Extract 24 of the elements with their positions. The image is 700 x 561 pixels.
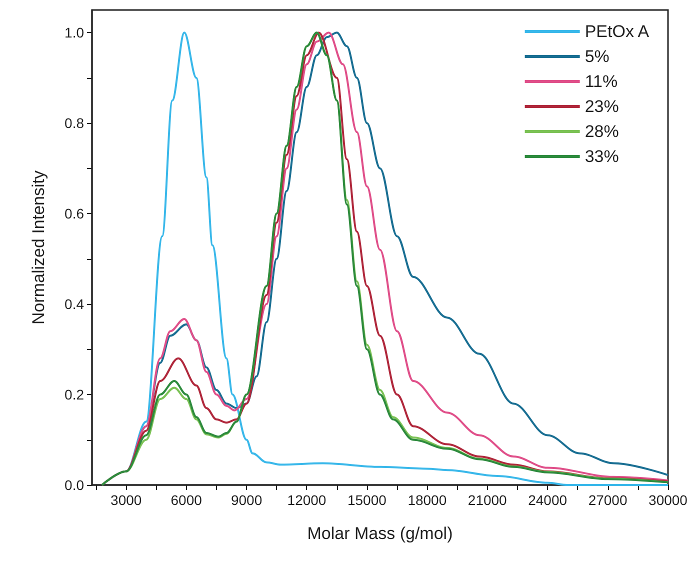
x-tick-label: 18000 <box>408 492 447 508</box>
y-tick-label: 0.4 <box>64 296 84 312</box>
x-tick-label: 9000 <box>230 492 262 508</box>
x-tick-label: 12000 <box>287 492 326 508</box>
x-axis-title: Molar Mass (g/mol) <box>307 524 453 543</box>
x-tick-label: 15000 <box>347 492 387 508</box>
x-tick-label: 27000 <box>588 492 628 508</box>
legend-label: PEtOx A <box>584 22 650 41</box>
x-tick-label: 24000 <box>528 492 568 508</box>
y-tick-label: 0.8 <box>64 115 84 132</box>
y-tick-label: 0.2 <box>64 386 84 403</box>
legend-label: 5% <box>584 47 610 66</box>
legend-label: 33% <box>584 147 619 166</box>
x-tick-label: 30000 <box>648 492 688 508</box>
legend-label: 23% <box>584 97 619 116</box>
y-axis-title: Normalized Intensity <box>29 170 48 325</box>
y-tick-label: 1.0 <box>64 24 84 41</box>
x-tick-label: 3000 <box>110 492 142 508</box>
x-tick-label: 6000 <box>170 492 202 508</box>
legend-label: 28% <box>584 122 619 141</box>
x-tick-label: 21000 <box>468 492 508 508</box>
legend-label: 11% <box>584 72 618 91</box>
y-tick-label: 0.0 <box>64 477 84 493</box>
y-tick-label: 0.6 <box>64 206 84 222</box>
